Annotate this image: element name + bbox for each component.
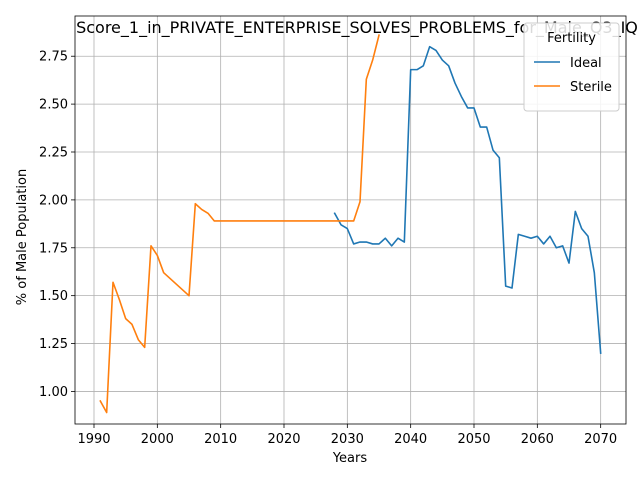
y-axis-label: % of Male Population bbox=[15, 169, 30, 305]
y-tick-label: 2.50 bbox=[39, 98, 68, 113]
legend-label-ideal: Ideal bbox=[570, 56, 602, 71]
x-axis-ticks: 1990 2000 2010 2020 2030 2040 2050 2060 2070 bbox=[77, 424, 617, 447]
legend-box bbox=[523, 22, 620, 112]
x-tick-label: 2030 bbox=[331, 432, 364, 447]
chart-title: Score_1_in_PRIVATE_ENTERPRISE_SOLVES_PRO… bbox=[76, 18, 638, 38]
x-tick-label: 2060 bbox=[521, 432, 554, 447]
y-tick-label: 2.75 bbox=[39, 50, 68, 65]
series-line-sterile bbox=[99, 34, 380, 414]
y-tick-label: 2.00 bbox=[39, 193, 68, 208]
y-axis-ticks: 1.00 1.25 1.50 1.75 2.00 2.25 2.50 2.75 bbox=[39, 50, 75, 400]
y-tick-label: 1.50 bbox=[39, 289, 68, 304]
y-tick-label: 1.00 bbox=[39, 385, 68, 400]
x-tick-label: 2050 bbox=[457, 432, 490, 447]
x-tick-label: 2070 bbox=[584, 432, 617, 447]
legend: Fertility Ideal Sterile bbox=[523, 22, 620, 112]
x-tick-label: 2000 bbox=[141, 432, 174, 447]
series-layer bbox=[99, 34, 602, 414]
y-tick-label: 2.25 bbox=[39, 146, 68, 161]
plot-frame bbox=[74, 15, 627, 425]
x-axis-label: Years bbox=[332, 451, 368, 466]
x-tick-label: 2010 bbox=[204, 432, 237, 447]
legend-title: Fertility bbox=[547, 31, 596, 46]
x-tick-label: 2020 bbox=[267, 432, 300, 447]
y-tick-label: 1.75 bbox=[39, 241, 68, 256]
legend-label-sterile: Sterile bbox=[570, 80, 612, 95]
x-tick-label: 1990 bbox=[77, 432, 110, 447]
series-line-ideal bbox=[333, 45, 602, 354]
x-tick-label: 2040 bbox=[394, 432, 427, 447]
y-tick-label: 1.25 bbox=[39, 337, 68, 352]
